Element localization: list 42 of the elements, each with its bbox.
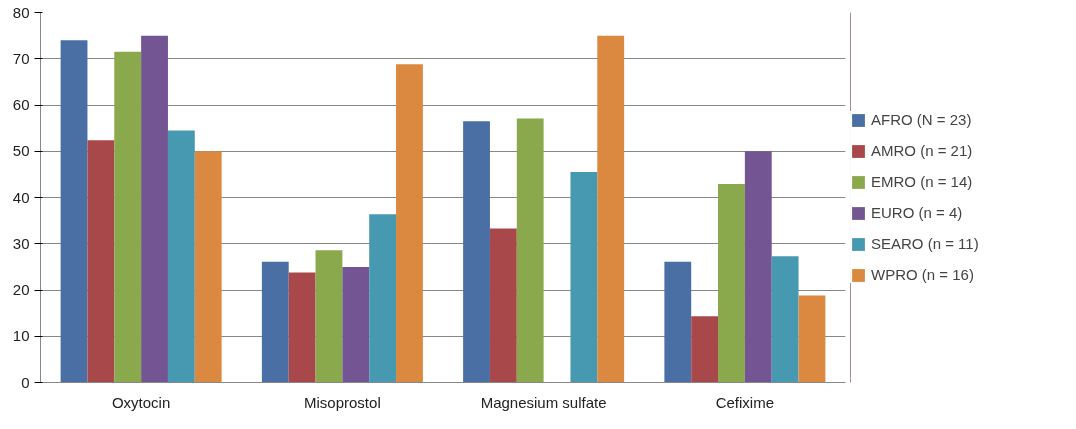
bar bbox=[369, 214, 397, 383]
legend-label: EMRO (n = 14) bbox=[871, 173, 973, 190]
bar bbox=[315, 250, 343, 383]
bar bbox=[463, 121, 490, 383]
x-tick-label: Oxytocin bbox=[111, 393, 171, 411]
y-tick-label: 70 bbox=[12, 49, 30, 67]
legend-label: EURO (n = 4) bbox=[871, 204, 963, 221]
bar bbox=[396, 64, 423, 383]
y-tick-label: 20 bbox=[12, 281, 30, 298]
legend-label: SEARO (n = 11) bbox=[871, 235, 979, 252]
bar bbox=[261, 261, 289, 383]
x-tick-label: Magnesium sulfate bbox=[480, 393, 607, 411]
x-tick-label: Misoprostol bbox=[304, 393, 381, 411]
bar bbox=[194, 151, 222, 383]
bar bbox=[570, 172, 598, 383]
bar bbox=[489, 228, 517, 383]
bar bbox=[288, 272, 316, 383]
bar bbox=[114, 51, 142, 383]
bar bbox=[516, 118, 544, 383]
bar bbox=[141, 35, 168, 383]
bar bbox=[718, 184, 745, 383]
y-tick-label: 30 bbox=[12, 234, 30, 252]
bar bbox=[664, 261, 692, 383]
y-tick-label: 60 bbox=[12, 96, 30, 113]
bar bbox=[691, 316, 719, 383]
bar bbox=[342, 266, 370, 383]
legend-label: AFRO (N = 23) bbox=[871, 111, 972, 128]
y-tick-label: 0 bbox=[21, 373, 30, 391]
bar bbox=[60, 40, 88, 383]
bar bbox=[597, 35, 625, 383]
y-tick-label: 10 bbox=[12, 327, 30, 345]
bar bbox=[771, 256, 799, 383]
bar bbox=[798, 295, 826, 383]
y-tick-label: 50 bbox=[12, 142, 30, 160]
bar bbox=[87, 140, 115, 383]
legend-label: AMRO (n = 21) bbox=[871, 142, 973, 159]
y-tick-label: 40 bbox=[12, 188, 30, 206]
y-tick-label: 80 bbox=[12, 3, 30, 21]
legend-label: WPRO (n = 16) bbox=[871, 266, 974, 283]
bar bbox=[744, 151, 772, 383]
bar bbox=[167, 130, 195, 383]
x-tick-label: Cefixime bbox=[715, 393, 775, 411]
